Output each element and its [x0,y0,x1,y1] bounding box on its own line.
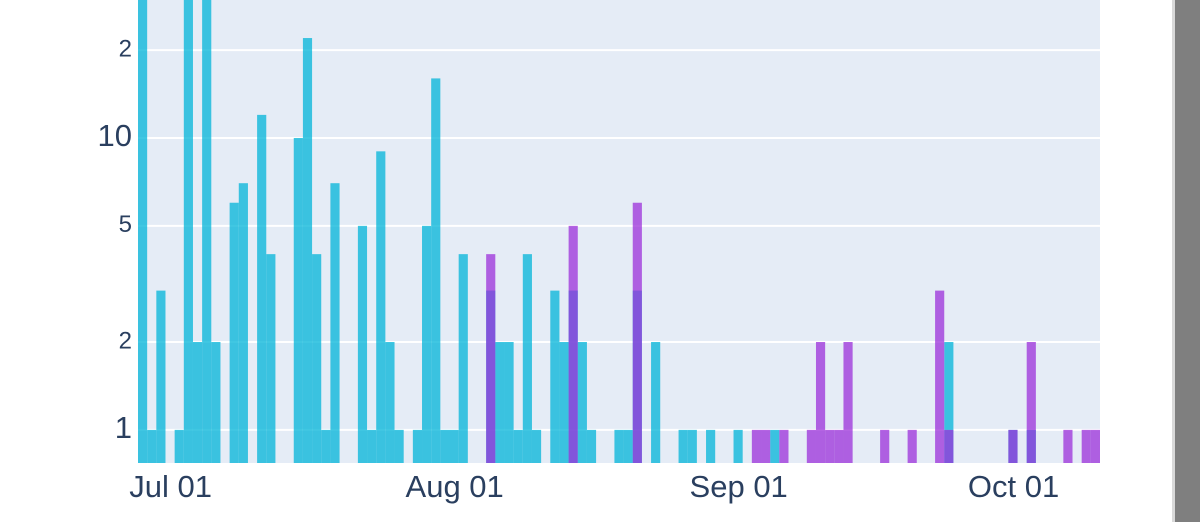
bar [1081,429,1091,463]
bar [422,225,432,463]
bar [568,225,578,463]
bar [504,342,514,463]
bar [586,429,597,463]
y-tick-label: 1 [115,410,132,445]
bar [1026,342,1036,463]
labels: 1 2 5 10 2 Jul 01 Aug 01 Sep 01 Oct 01 [98,35,1060,504]
bar [834,429,844,463]
bar [211,342,221,463]
bar [678,429,688,463]
bar [935,290,945,463]
bar [815,342,826,463]
bar [431,78,441,463]
bar [357,225,368,463]
bar [843,342,853,463]
bar [825,429,835,463]
bar [156,290,166,463]
bar [376,151,386,463]
bar [559,342,569,463]
bar [138,0,148,463]
bar [513,429,523,463]
bar [880,429,890,463]
bar [367,429,377,463]
bar [1008,429,1018,463]
bar [183,0,193,463]
x-tick-label: Aug 01 [406,469,504,504]
bar [632,202,642,463]
bar [330,183,340,463]
bar [174,429,184,463]
bar [1090,429,1100,463]
bar [623,429,633,463]
bar [266,254,276,463]
bar [907,429,917,463]
bar [687,429,697,463]
bar [449,429,459,463]
bar [944,429,954,463]
bar [770,429,780,463]
y-tick-label: 10 [98,118,132,153]
bar [706,429,716,463]
scrollbar[interactable] [1175,0,1200,522]
bar [229,202,239,463]
bar [202,0,212,463]
bars [138,0,1100,463]
bar [394,429,404,463]
bar [486,254,496,463]
bar [412,429,423,463]
x-tick-label: Sep 01 [690,469,788,504]
y-tick-label: 5 [119,211,132,238]
bar [751,429,762,463]
y-tick-label: 2 [119,327,132,354]
bar [1063,429,1073,463]
x-tick-label: Oct 01 [968,469,1059,504]
bar [944,342,954,463]
bar [321,429,331,463]
bar [550,290,560,463]
bar [293,137,303,463]
x-tick-label: Jul 01 [129,469,212,504]
bar [302,38,313,463]
bar [522,254,532,463]
bar [761,429,771,463]
bar [458,254,468,463]
bar [495,342,505,463]
bar [531,429,542,463]
bar [192,342,203,463]
bar [614,429,624,463]
bar [779,429,789,463]
bar [238,183,248,463]
bar [440,429,450,463]
bar [733,429,743,463]
y-tick-label: 2 [119,35,132,62]
bar [651,342,661,463]
bar [385,342,395,463]
bar [312,254,322,463]
bar [806,429,816,463]
bar [257,114,267,463]
scrollbar-edge [1172,0,1175,522]
plot-area [138,0,1100,463]
bar [147,429,157,463]
bar [577,342,587,463]
